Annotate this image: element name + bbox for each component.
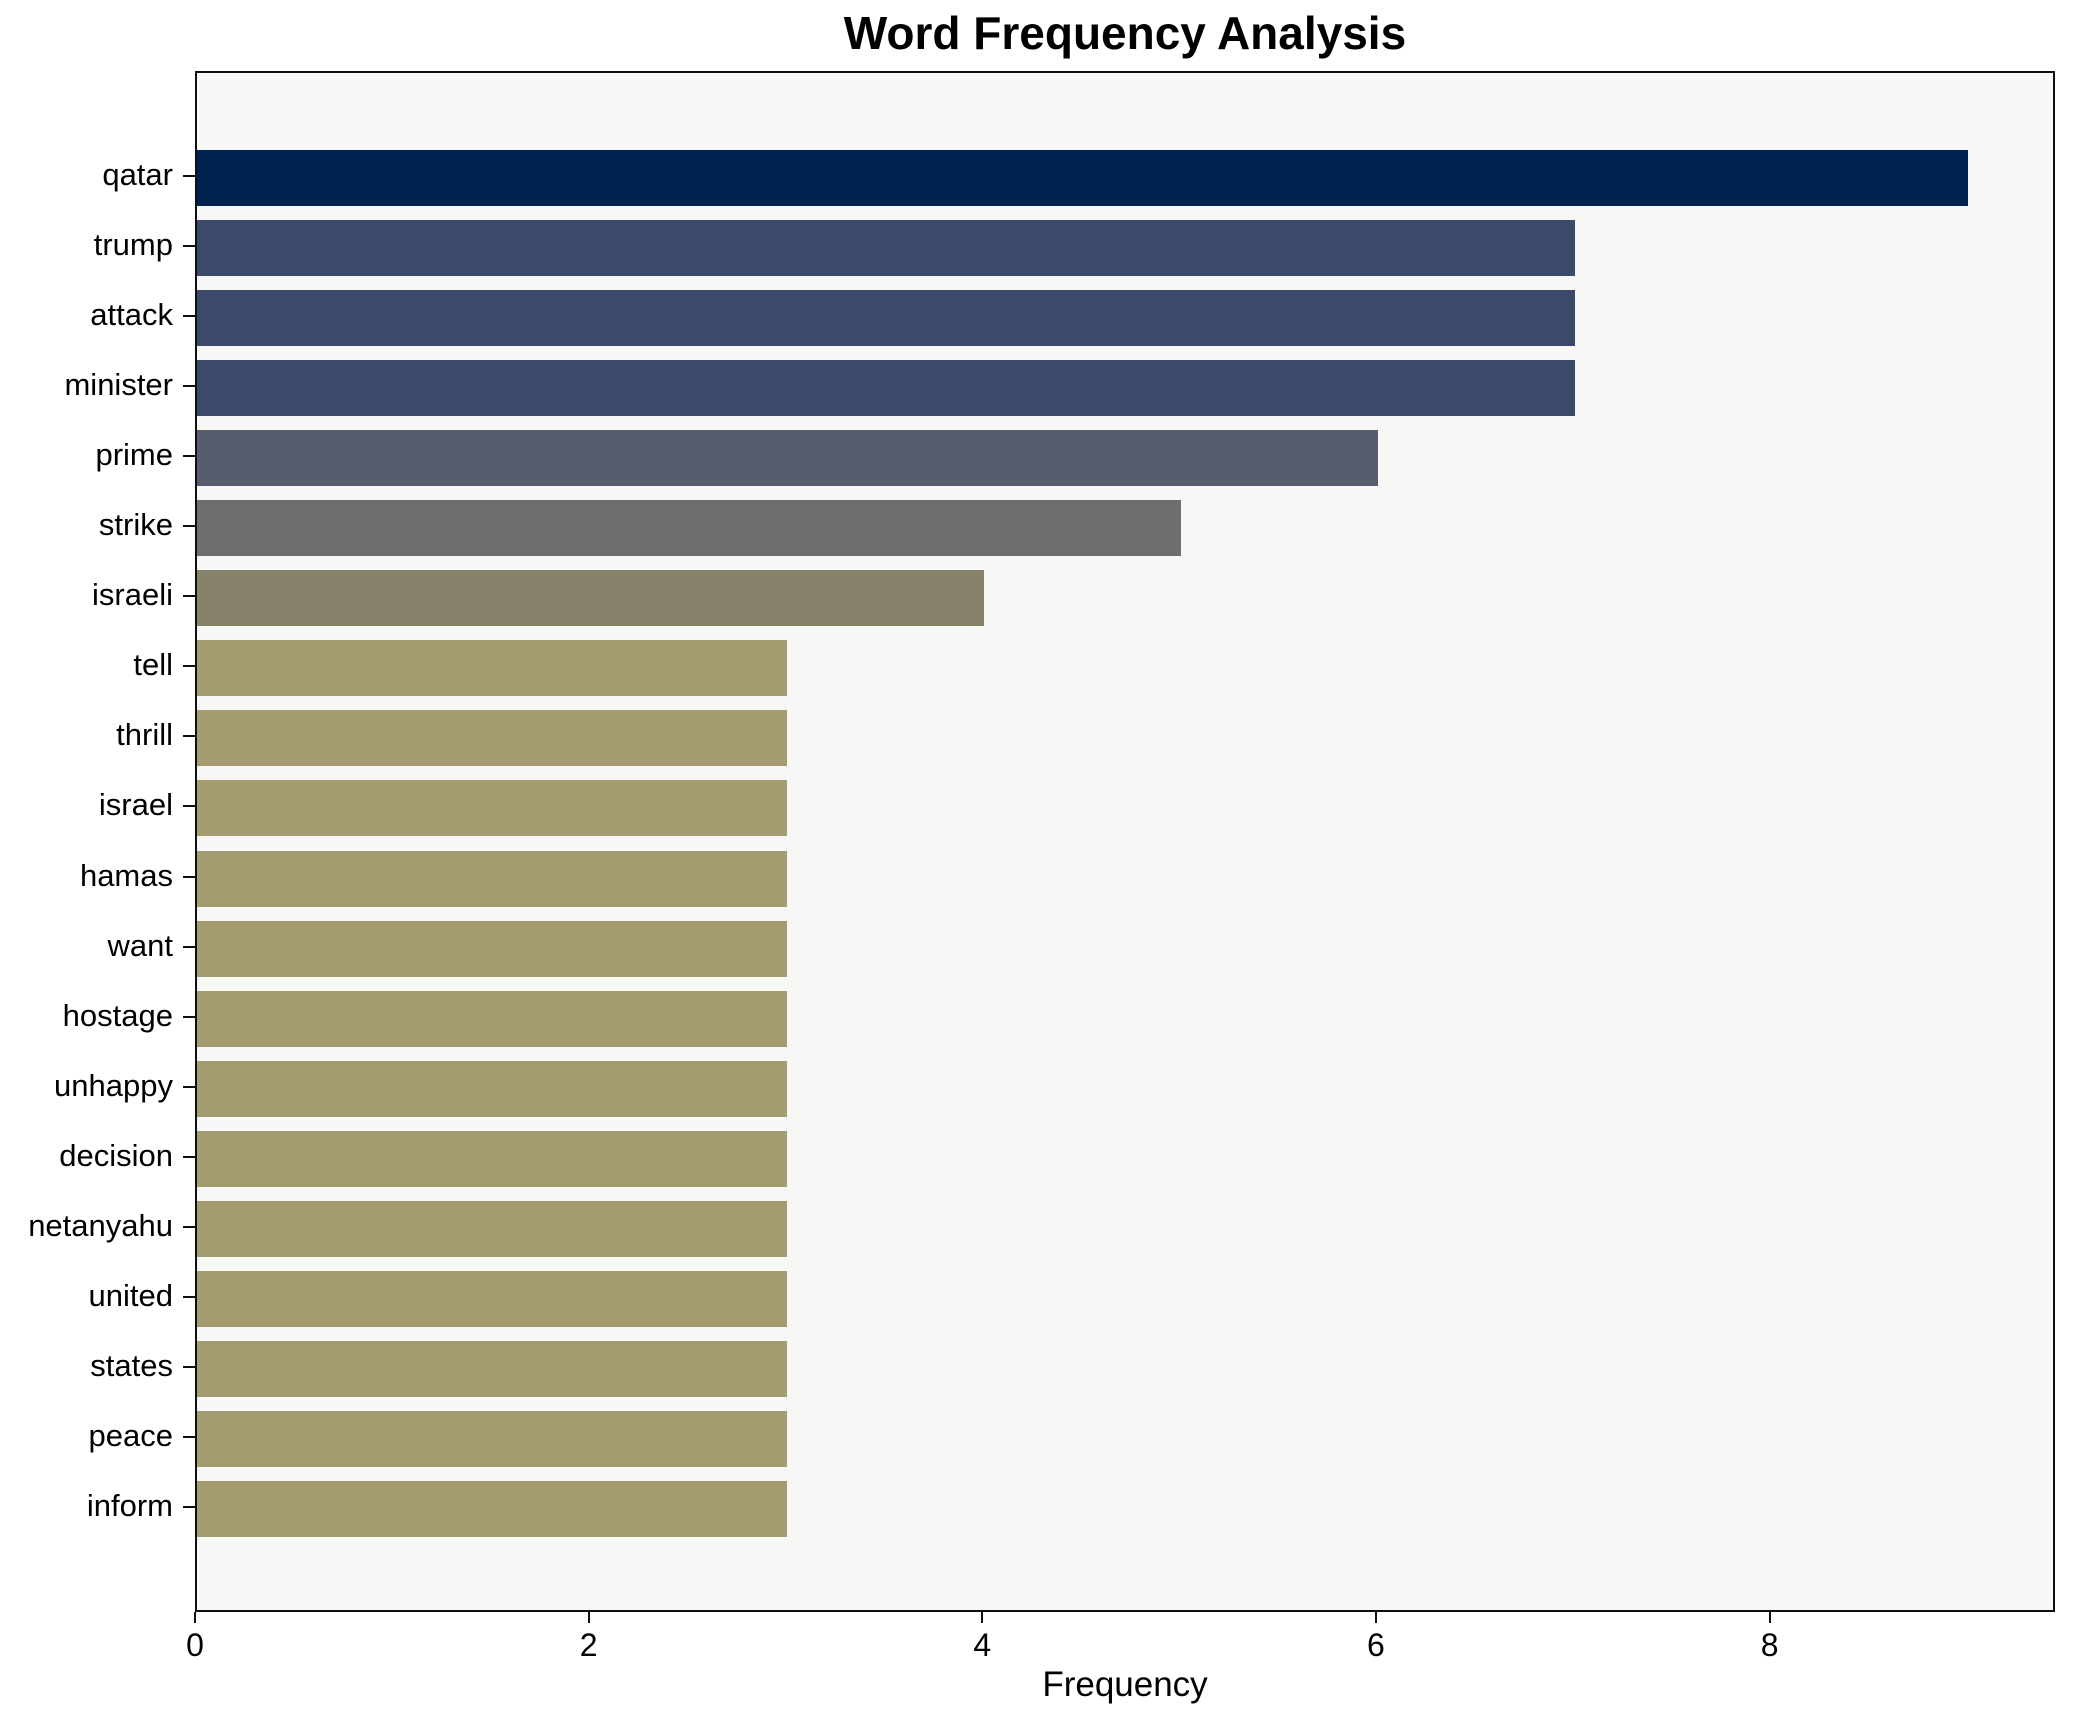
ytick-mark — [183, 1155, 195, 1158]
bar-israel — [197, 780, 788, 837]
ytick-label-israeli: israeli — [92, 577, 173, 613]
bar-strike — [197, 500, 1182, 557]
ytick-label-israel: israel — [98, 787, 173, 823]
ytick-label-thrill: thrill — [116, 717, 173, 753]
ytick-mark — [183, 175, 195, 178]
ytick-label-unhappy: unhappy — [54, 1067, 173, 1103]
xtick-mark — [1374, 1612, 1377, 1623]
xtick-label-0: 0 — [186, 1627, 204, 1663]
x-axis-title: Frequency — [1042, 1665, 1208, 1704]
ytick-label-attack: attack — [90, 297, 173, 333]
bar-unhappy — [197, 1060, 788, 1117]
ytick-mark — [183, 945, 195, 948]
ytick-mark — [183, 315, 195, 318]
bar-thrill — [197, 710, 788, 767]
plot-area — [195, 71, 2055, 1612]
bar-attack — [197, 290, 1575, 347]
bar-netanyahu — [197, 1200, 788, 1257]
ytick-mark — [183, 665, 195, 668]
ytick-mark — [183, 245, 195, 248]
ytick-mark — [183, 455, 195, 458]
bar-qatar — [197, 150, 1969, 207]
ytick-mark — [183, 1365, 195, 1368]
xtick-mark — [1768, 1612, 1771, 1623]
ytick-mark — [183, 595, 195, 598]
ytick-mark — [183, 385, 195, 388]
ytick-mark — [183, 735, 195, 738]
ytick-mark — [183, 1295, 195, 1298]
ytick-label-prime: prime — [95, 437, 173, 473]
ytick-mark — [183, 875, 195, 878]
ytick-mark — [183, 805, 195, 808]
xtick-label-2: 2 — [579, 1627, 598, 1663]
xtick-mark — [981, 1612, 984, 1623]
bar-united — [197, 1270, 788, 1327]
bar-tell — [197, 640, 788, 697]
ytick-label-qatar: qatar — [102, 157, 173, 193]
ytick-label-netanyahu: netanyahu — [28, 1207, 173, 1243]
ytick-mark — [183, 1435, 195, 1438]
ytick-mark — [183, 1015, 195, 1018]
ytick-mark — [183, 1505, 195, 1508]
ytick-label-hamas: hamas — [79, 857, 173, 893]
ytick-label-hostage: hostage — [62, 997, 173, 1033]
bar-want — [197, 920, 788, 977]
bar-inform — [197, 1480, 788, 1537]
bar-israeli — [197, 570, 985, 627]
ytick-label-inform: inform — [86, 1487, 173, 1523]
ytick-label-minister: minister — [64, 367, 173, 403]
bar-trump — [197, 220, 1575, 277]
bar-hostage — [197, 990, 788, 1047]
bar-states — [197, 1340, 788, 1397]
xtick-label-4: 4 — [973, 1627, 992, 1663]
ytick-mark — [183, 1085, 195, 1088]
bar-peace — [197, 1410, 788, 1467]
ytick-mark — [183, 525, 195, 528]
ytick-label-peace: peace — [88, 1417, 173, 1453]
bar-decision — [197, 1130, 788, 1187]
ytick-label-strike: strike — [98, 507, 173, 543]
bar-hamas — [197, 850, 788, 907]
xtick-label-6: 6 — [1367, 1627, 1385, 1663]
ytick-label-tell: tell — [133, 647, 173, 683]
bar-minister — [197, 360, 1575, 417]
xtick-label-8: 8 — [1760, 1627, 1779, 1663]
bar-prime — [197, 430, 1378, 487]
ytick-label-united: united — [88, 1277, 173, 1313]
ytick-label-trump: trump — [93, 227, 173, 263]
ytick-label-want: want — [107, 927, 173, 963]
ytick-mark — [183, 1225, 195, 1228]
xtick-mark — [587, 1612, 590, 1623]
xtick-mark — [194, 1612, 196, 1623]
ytick-label-states: states — [90, 1347, 173, 1383]
chart-title: Word Frequency Analysis — [843, 7, 1407, 59]
ytick-label-decision: decision — [59, 1137, 173, 1173]
